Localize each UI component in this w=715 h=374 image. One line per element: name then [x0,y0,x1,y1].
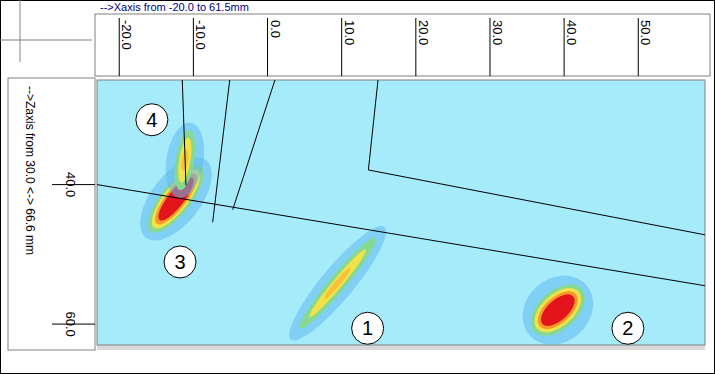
indication-label: 2 [622,317,633,339]
indication-blob [508,261,607,345]
x-tick-label: 30.0 [490,20,505,45]
overlay-line [97,185,705,286]
z-ruler [8,78,95,350]
indication [278,217,397,345]
x-tick-label: 0.0 [268,20,283,38]
indication-blob [278,217,397,345]
x-tick-label: -20.0 [119,20,134,50]
x-tick-label: 10.0 [342,20,357,45]
z-tick-label: 40.0 [63,172,78,197]
scan-chart: -->Xaxis from -20.0 to 61.5mm -20.0 -10.0 0… [0,0,715,374]
overlay-line [368,80,705,235]
x-tick-label: -10.0 [193,20,208,50]
indication-blob [526,280,589,341]
plot-ground [97,80,705,350]
indication-marker [612,312,644,344]
z-tick-label: 60.0 [63,311,78,336]
plot-marks [97,80,705,345]
indication-marker [164,246,196,278]
indication-label: 3 [174,251,185,273]
corner-cross [0,40,92,41]
indication-blob [322,266,353,301]
z-axis-title: -->Zaxis from 30.0 <-> 66.6 mm [23,86,37,255]
plot-area [97,80,705,345]
overlay-line [213,80,230,222]
indication-label: 1 [362,317,373,339]
indication [508,261,607,345]
indication-blob [531,284,585,336]
overlay-line [182,80,186,185]
indication-marker [352,312,384,344]
indication-marker [136,104,168,136]
indication-blob [521,275,594,345]
x-axis-title: -->Xaxis from -20.0 to 61.5mm [100,1,249,13]
x-ruler [95,14,710,76]
outer-frame [1,1,715,374]
corner-cross [20,0,21,62]
indication-blob [306,246,370,320]
x-tick-label: 50.0 [638,20,653,45]
overlay-line [233,80,275,210]
x-tick-label: 20.0 [416,20,431,45]
indication-label: 4 [146,109,157,131]
x-tick-label: 40.0 [564,20,579,45]
indication-blob [536,289,581,332]
